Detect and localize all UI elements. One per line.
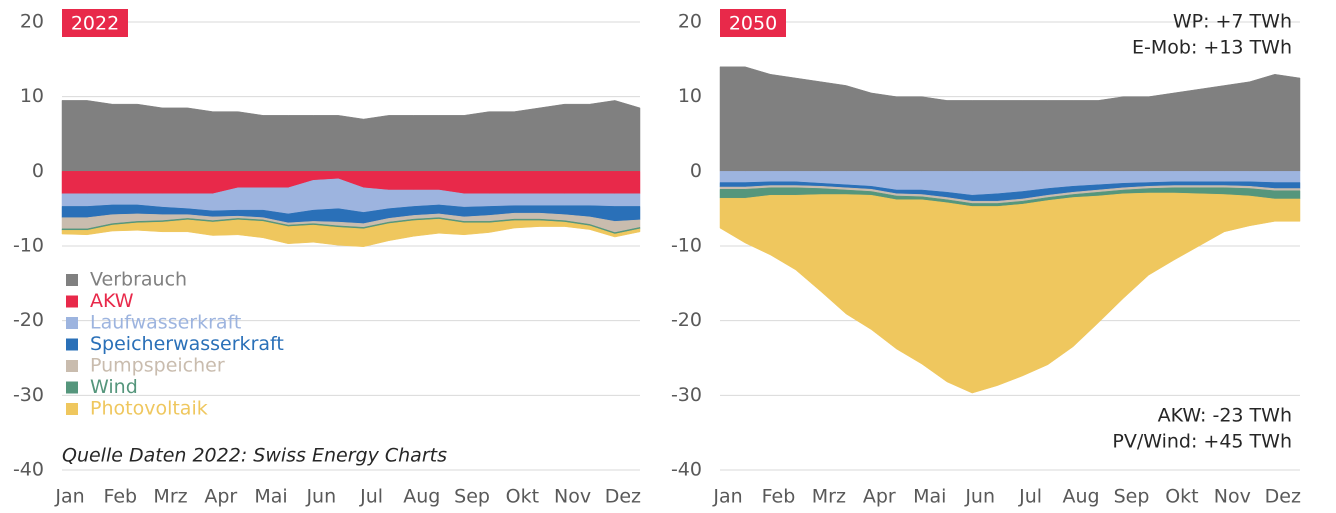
x-tick-label: Apr <box>863 486 896 508</box>
badge-label: 2050 <box>729 13 777 35</box>
annotation: Quelle Daten 2022: Swiss Energy Charts <box>62 445 447 467</box>
x-tick-label: Jul <box>1018 486 1042 508</box>
legend-label: AKW <box>90 290 134 312</box>
legend-swatch <box>66 381 78 394</box>
badge <box>62 9 128 37</box>
x-tick-label: Sep <box>1114 486 1150 508</box>
legend-swatch <box>66 295 78 308</box>
x-tick-label: Aug <box>1062 486 1099 508</box>
y-tick-label: -20 <box>13 309 44 331</box>
x-tick-label: Jan <box>54 486 84 508</box>
legend-swatch <box>66 274 78 286</box>
x-tick-label: Aug <box>403 486 440 508</box>
y-tick-label: 10 <box>20 85 44 107</box>
annotation: E-Mob: +13 TWh <box>1132 37 1292 59</box>
legend-label: Verbrauch <box>90 269 187 291</box>
x-tick-label: Sep <box>454 486 490 508</box>
y-tick-label: -40 <box>13 459 44 481</box>
legend-label: Pumpspeicher <box>90 355 225 377</box>
legend-swatch <box>66 338 78 351</box>
x-tick-label: Apr <box>204 486 237 508</box>
annotation: WP: +7 TWh <box>1173 11 1292 33</box>
legend-swatch <box>66 403 78 415</box>
x-tick-label: Jun <box>305 486 336 508</box>
area <box>719 66 1301 172</box>
x-tick-label: Feb <box>762 486 796 508</box>
x-tick-label: Jan <box>712 486 742 508</box>
x-tick-label: Nov <box>554 486 591 508</box>
legend-swatch <box>66 360 78 372</box>
legend-label: Photovoltaik <box>90 398 208 420</box>
y-tick-label: -40 <box>671 459 702 481</box>
y-tick-label: -30 <box>671 384 702 406</box>
legend-label: Laufwasserkraft <box>90 312 241 334</box>
x-tick-label: Okt <box>1165 486 1198 508</box>
badge <box>720 9 786 37</box>
legend-swatch <box>66 317 78 329</box>
x-tick-label: Mrz <box>812 486 846 508</box>
y-tick-label: 20 <box>678 11 702 33</box>
legend-label: Wind <box>90 376 138 398</box>
y-tick-label: -10 <box>13 235 44 257</box>
annotation: PV/Wind: +45 TWh <box>1112 431 1292 453</box>
y-tick-label: 0 <box>32 160 44 182</box>
area <box>61 100 641 172</box>
x-tick-label: Nov <box>1214 486 1251 508</box>
x-tick-label: Dez <box>1265 486 1301 508</box>
x-tick-label: Okt <box>506 486 539 508</box>
y-tick-label: -20 <box>671 309 702 331</box>
x-tick-label: Mrz <box>153 486 187 508</box>
x-tick-label: Feb <box>103 486 137 508</box>
x-tick-label: Jul <box>359 486 383 508</box>
annotation: AKW: -23 TWh <box>1158 405 1292 427</box>
legend-label: Speicherwasserkraft <box>90 333 284 355</box>
x-tick-label: Mai <box>254 486 287 508</box>
x-tick-label: Mai <box>913 486 946 508</box>
y-tick-label: -30 <box>13 384 44 406</box>
y-tick-label: 10 <box>678 85 702 107</box>
x-tick-label: Jun <box>964 486 995 508</box>
y-tick-label: 0 <box>690 160 702 182</box>
y-tick-label: 20 <box>20 11 44 33</box>
area <box>719 192 1301 394</box>
y-tick-label: -10 <box>671 235 702 257</box>
x-tick-label: Dez <box>605 486 641 508</box>
badge-label: 2022 <box>71 13 119 35</box>
area <box>61 218 641 247</box>
